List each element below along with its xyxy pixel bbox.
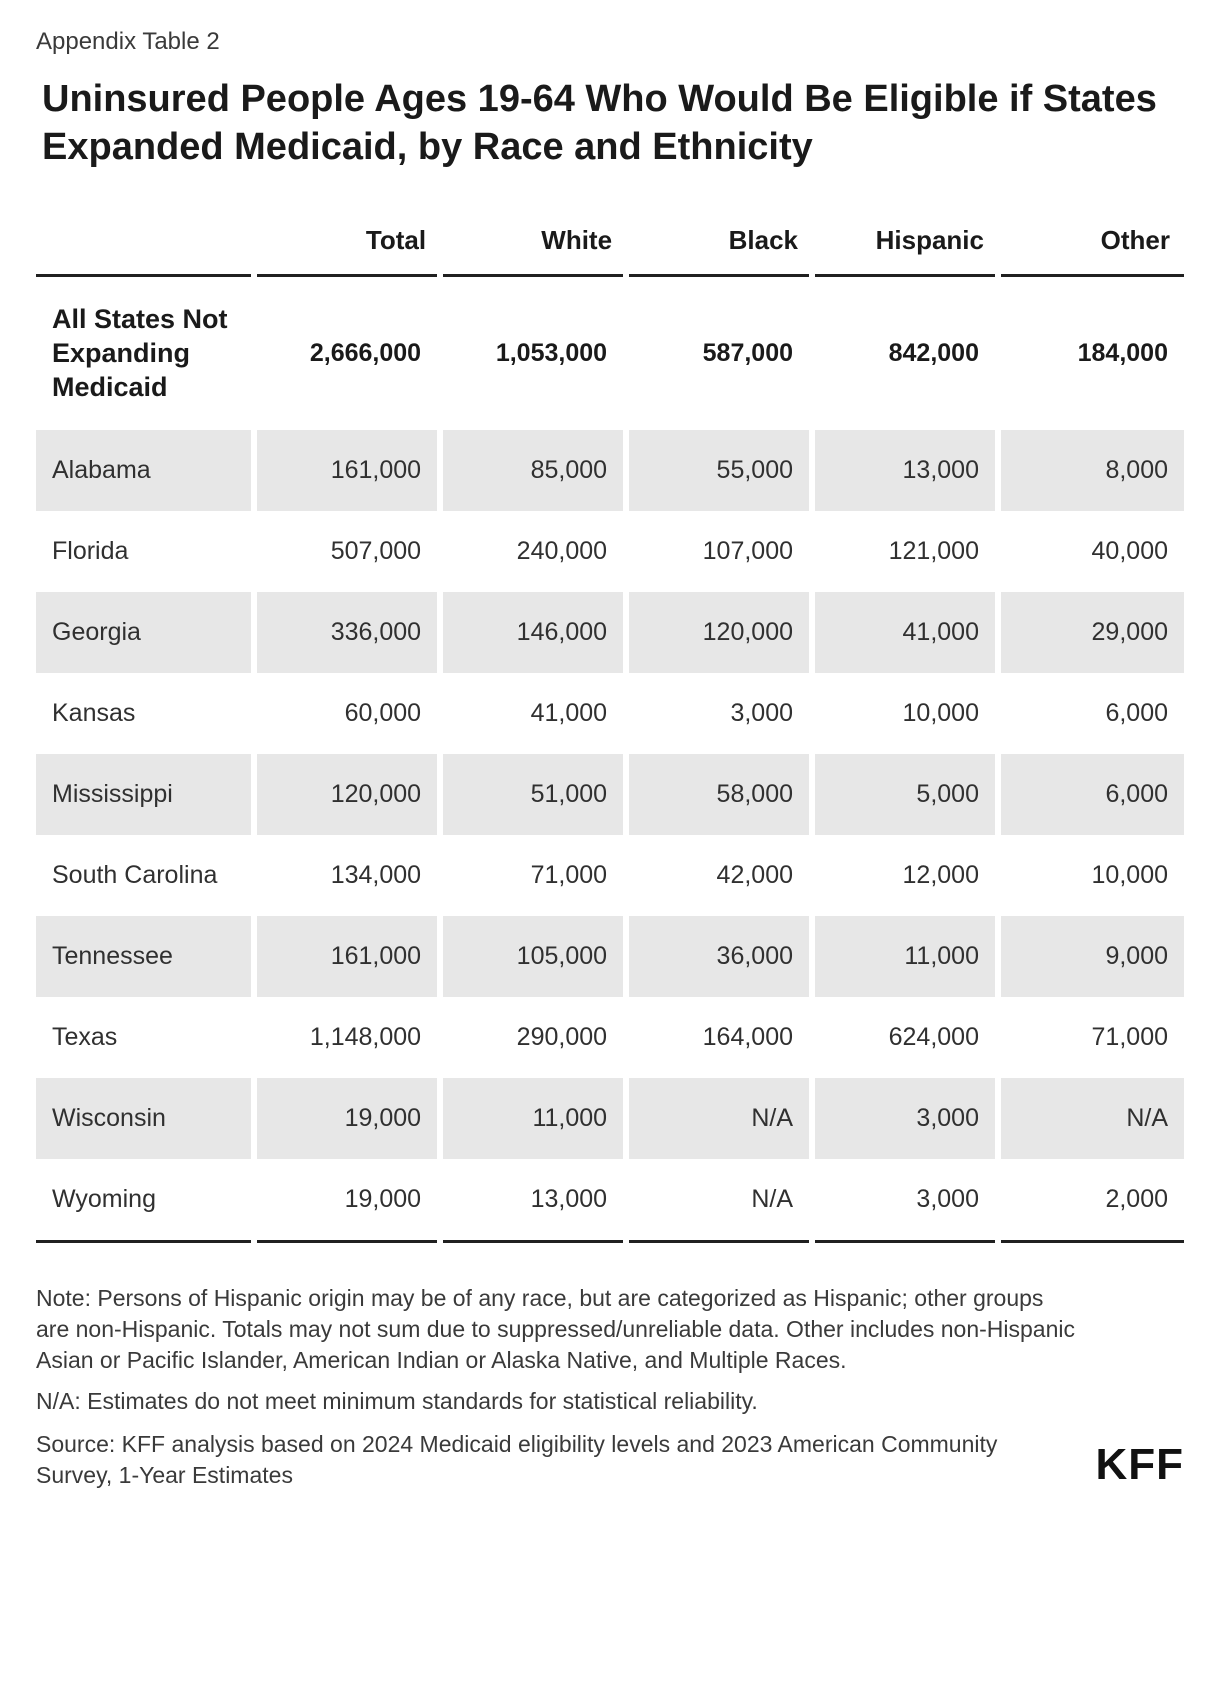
cell-label: Wyoming: [36, 1159, 254, 1242]
notes-column: Note: Persons of Hispanic origin may be …: [36, 1283, 1075, 1491]
table-row: Kansas 60,000 41,000 3,000 10,000 6,000: [36, 673, 1184, 754]
table-header-row: Total White Black Hispanic Other: [36, 207, 1184, 276]
page-title: Uninsured People Ages 19-64 Who Would Be…: [36, 76, 1184, 171]
cell-label: Texas: [36, 997, 254, 1078]
cell-hispanic: 3,000: [812, 1078, 998, 1159]
cell-hispanic: 121,000: [812, 511, 998, 592]
table-row: Mississippi 120,000 51,000 58,000 5,000 …: [36, 754, 1184, 835]
cell-label: Kansas: [36, 673, 254, 754]
cell-total: 161,000: [254, 430, 440, 511]
cell-label: Alabama: [36, 430, 254, 511]
cell-other: 71,000: [998, 997, 1184, 1078]
cell-white: 290,000: [440, 997, 626, 1078]
cell-white: 41,000: [440, 673, 626, 754]
col-header-white: White: [440, 207, 626, 276]
cell-label: Tennessee: [36, 916, 254, 997]
cell-total: 1,148,000: [254, 997, 440, 1078]
cell-total: 19,000: [254, 1159, 440, 1242]
cell-total: 2,666,000: [254, 276, 440, 431]
cell-black: 3,000: [626, 673, 812, 754]
table-row: Alabama 161,000 85,000 55,000 13,000 8,0…: [36, 430, 1184, 511]
col-header-total: Total: [254, 207, 440, 276]
cell-black: 36,000: [626, 916, 812, 997]
table-row: Georgia 336,000 146,000 120,000 41,000 2…: [36, 592, 1184, 673]
cell-black: 55,000: [626, 430, 812, 511]
table-row: South Carolina 134,000 71,000 42,000 12,…: [36, 835, 1184, 916]
cell-hispanic: 5,000: [812, 754, 998, 835]
col-header-other: Other: [998, 207, 1184, 276]
cell-other: 10,000: [998, 835, 1184, 916]
cell-white: 146,000: [440, 592, 626, 673]
table-row: Tennessee 161,000 105,000 36,000 11,000 …: [36, 916, 1184, 997]
cell-white: 51,000: [440, 754, 626, 835]
cell-other: 184,000: [998, 276, 1184, 431]
cell-label: Georgia: [36, 592, 254, 673]
cell-hispanic: 11,000: [812, 916, 998, 997]
cell-white: 13,000: [440, 1159, 626, 1242]
data-table: Total White Black Hispanic Other All Sta…: [36, 207, 1184, 1243]
cell-white: 105,000: [440, 916, 626, 997]
cell-hispanic: 3,000: [812, 1159, 998, 1242]
cell-label: Mississippi: [36, 754, 254, 835]
cell-other: 40,000: [998, 511, 1184, 592]
cell-white: 11,000: [440, 1078, 626, 1159]
cell-other: 8,000: [998, 430, 1184, 511]
col-header-hispanic: Hispanic: [812, 207, 998, 276]
cell-other: 29,000: [998, 592, 1184, 673]
cell-other: N/A: [998, 1078, 1184, 1159]
cell-white: 1,053,000: [440, 276, 626, 431]
cell-hispanic: 624,000: [812, 997, 998, 1078]
footer: Note: Persons of Hispanic origin may be …: [36, 1283, 1184, 1491]
cell-hispanic: 842,000: [812, 276, 998, 431]
cell-black: N/A: [626, 1078, 812, 1159]
kff-logo: KFF: [1095, 1440, 1184, 1492]
cell-other: 9,000: [998, 916, 1184, 997]
cell-label: All States Not Expanding Medicaid: [36, 276, 254, 431]
footnote: Note: Persons of Hispanic origin may be …: [36, 1283, 1075, 1376]
cell-total: 507,000: [254, 511, 440, 592]
table-row: Texas 1,148,000 290,000 164,000 624,000 …: [36, 997, 1184, 1078]
cell-white: 240,000: [440, 511, 626, 592]
table-row-totals: All States Not Expanding Medicaid 2,666,…: [36, 276, 1184, 431]
cell-hispanic: 10,000: [812, 673, 998, 754]
table-row: Wyoming 19,000 13,000 N/A 3,000 2,000: [36, 1159, 1184, 1242]
cell-total: 60,000: [254, 673, 440, 754]
cell-other: 2,000: [998, 1159, 1184, 1242]
cell-total: 120,000: [254, 754, 440, 835]
cell-total: 19,000: [254, 1078, 440, 1159]
page: Appendix Table 2 Uninsured People Ages 1…: [0, 0, 1220, 1516]
source-citation: Source: KFF analysis based on 2024 Medic…: [36, 1429, 1075, 1491]
col-header-black: Black: [626, 207, 812, 276]
cell-label: Florida: [36, 511, 254, 592]
table-row: Florida 507,000 240,000 107,000 121,000 …: [36, 511, 1184, 592]
cell-hispanic: 41,000: [812, 592, 998, 673]
pre-title: Appendix Table 2: [36, 28, 1184, 56]
cell-total: 336,000: [254, 592, 440, 673]
cell-black: 42,000: [626, 835, 812, 916]
cell-hispanic: 13,000: [812, 430, 998, 511]
col-header-label: [36, 207, 254, 276]
cell-hispanic: 12,000: [812, 835, 998, 916]
cell-black: 107,000: [626, 511, 812, 592]
cell-black: N/A: [626, 1159, 812, 1242]
cell-label: Wisconsin: [36, 1078, 254, 1159]
cell-black: 164,000: [626, 997, 812, 1078]
cell-white: 71,000: [440, 835, 626, 916]
cell-black: 120,000: [626, 592, 812, 673]
cell-white: 85,000: [440, 430, 626, 511]
na-footnote: N/A: Estimates do not meet minimum stand…: [36, 1386, 1075, 1417]
cell-other: 6,000: [998, 754, 1184, 835]
table-row: Wisconsin 19,000 11,000 N/A 3,000 N/A: [36, 1078, 1184, 1159]
cell-other: 6,000: [998, 673, 1184, 754]
cell-black: 58,000: [626, 754, 812, 835]
cell-label: South Carolina: [36, 835, 254, 916]
cell-total: 161,000: [254, 916, 440, 997]
cell-total: 134,000: [254, 835, 440, 916]
cell-black: 587,000: [626, 276, 812, 431]
